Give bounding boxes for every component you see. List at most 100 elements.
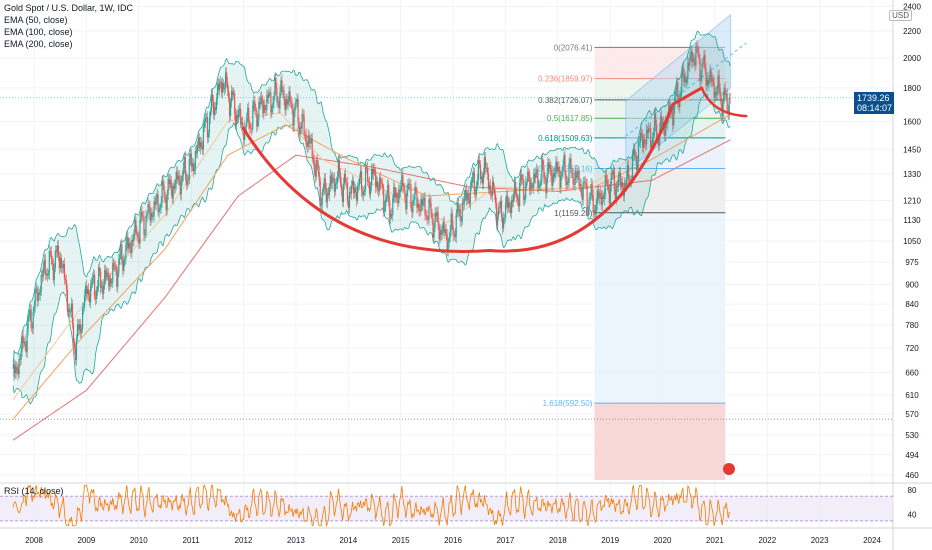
candle-body [71,303,74,325]
candle-body [233,93,235,95]
candle-body [394,187,396,198]
candle-body [57,245,59,257]
candle-body [248,107,250,124]
candle-body [390,213,392,219]
candle-body [15,366,17,374]
candle-body [145,215,147,234]
candle-body [143,216,145,236]
candle-body [369,182,371,195]
candle-body [32,311,34,329]
candle-body [238,110,240,119]
candle-body [219,82,222,84]
candle-body [120,244,122,255]
price-tick-label: 1600 [903,117,921,126]
candle-body [85,285,88,294]
candle-body [345,181,348,183]
candle-body [481,176,484,184]
candle-body [294,104,296,112]
candle-body [74,348,77,360]
candle-body [504,203,507,218]
candle-body [139,219,141,244]
candle-body [594,209,596,215]
time-tick-label: 2022 [758,536,776,545]
candle-body [179,179,181,195]
candle-body [332,177,334,179]
rsi-tick-label: 80 [908,486,917,495]
candle-body [23,341,25,343]
candle-body [86,289,89,294]
candle-body [343,174,346,184]
candle-body [266,94,268,111]
candle-body [388,184,390,202]
candle-body [718,75,720,88]
candle-body [645,129,648,145]
candle-body [572,172,574,184]
candle-body [304,134,306,135]
candle-body [127,236,129,249]
candle-body [138,238,140,244]
candle-body [41,275,43,277]
candle-body [486,167,489,174]
candle-body [639,132,642,143]
candle-body [200,142,202,147]
candle-body [163,185,165,197]
fib-label: 0.236(1859.97) [538,75,593,84]
candle-body [148,204,150,207]
candle-body [439,229,441,240]
candle-body [168,178,170,185]
currency-badge[interactable]: USD [889,10,912,21]
candle-body [553,173,555,177]
candle-body [619,172,621,187]
candle-body [221,83,224,93]
candle-body [122,259,124,271]
candle-body [292,109,294,126]
candle-body [94,274,96,297]
candle-body [235,113,237,126]
candle-body [560,176,562,188]
candle-body [351,180,354,186]
candle-body [556,161,558,171]
candle-body [90,285,92,303]
candle-body [436,211,438,217]
candle-body [232,91,234,95]
candle-body [584,181,586,183]
candle-body [44,259,46,275]
candle-body [230,101,232,117]
candle-body [576,173,578,178]
candle-body [282,90,284,92]
price-tick-label: 720 [905,344,919,353]
candle-body [695,46,697,66]
candle-body [662,122,664,126]
candle-body [328,187,330,196]
candle-body [485,167,488,169]
candle-body [604,175,606,195]
price-tick-label: 975 [905,258,919,267]
chart-legend: Gold Spot / U.S. Dollar, 1W, IDC EMA (50… [4,2,133,50]
candle-body [105,269,107,278]
candle-body [335,183,337,184]
candle-body [651,144,653,149]
candle-body [590,183,592,197]
candle-body [43,259,45,268]
candle-body [365,167,368,169]
candle-body [582,182,584,200]
candle-body [561,171,563,177]
candle-body [65,280,68,290]
candle-body [367,181,370,183]
candle-body [255,109,257,111]
candle-body [633,148,636,156]
candle-body [654,114,656,133]
candle-body [680,91,682,96]
candle-body [429,199,431,203]
candle-body [498,207,501,208]
price-tick-label: 1210 [903,197,921,206]
candle-body [265,109,267,111]
candle-body [336,176,338,184]
candle-body [167,178,169,195]
candle-body [698,52,700,59]
candle-body [117,273,119,287]
candle-body [173,185,175,189]
candle-body [276,88,278,103]
candle-body [416,190,418,208]
